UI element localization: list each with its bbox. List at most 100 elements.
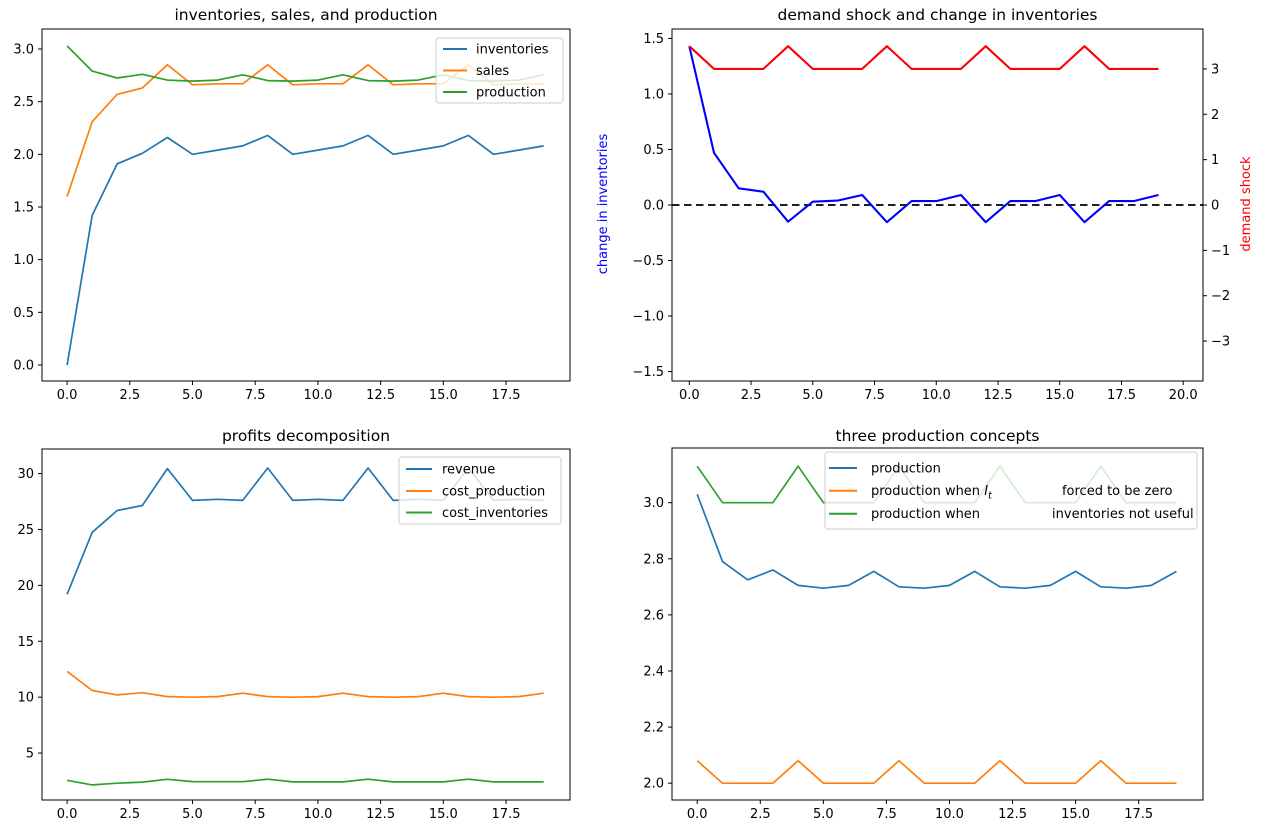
legend-label-text: production	[476, 86, 546, 101]
chart-three-production-concepts: 0.0 2.5 5.0 7.5 10.0 12.5 15.0 17.5 2.0 2.2 2.4 2.6…	[643, 447, 1204, 822]
x-tick-label: 15.0	[429, 388, 458, 403]
chart-title-profits-decomposition: profits decomposition	[221, 427, 391, 445]
y-tick-label: 3.0	[13, 43, 34, 58]
x-tick-label: 2.5	[119, 388, 140, 403]
x-tick-label: 5.0	[182, 388, 203, 403]
x-tick-label: 10.0	[935, 807, 964, 822]
y-tick-label: 0.5	[13, 306, 34, 321]
y-tick-right-label: −3	[1211, 335, 1230, 350]
chart-title-three-production-concepts: three production concepts	[835, 427, 1040, 445]
x-tick-label: 10.0	[303, 388, 332, 403]
x-tick-label: 17.5	[492, 388, 521, 403]
x-tick-label: 15.0	[1061, 807, 1090, 822]
chart-inventories-sales-production: 0.0 2.5 5.0 7.5 10.0 12.5 15.0 17.5 0.0 0.5 1.0 1.5…	[13, 28, 571, 403]
x-tick-label: 0.0	[687, 807, 708, 822]
x-tick-label: 7.5	[864, 388, 885, 403]
y-tick-right-label: 2	[1211, 108, 1219, 123]
x-tick-label: 2.5	[119, 807, 140, 822]
plot-border	[41, 28, 571, 382]
y-tick-right-label: 1	[1211, 153, 1219, 168]
chart-title-inventories-sales-production: inventories, sales, and production	[174, 6, 438, 24]
x-tick-label: 15.0	[429, 807, 458, 822]
series-line-cost-production	[66, 670, 544, 699]
chart-profits-decomposition: 0.0 2.5 5.0 7.5 10.0 12.5 15.0 17.5 5 10 15 20 25 30 r…	[17, 448, 571, 822]
x-tick-label: 2.5	[750, 807, 771, 822]
x-tick-label: 10.0	[303, 807, 332, 822]
legend-label-text: inventories	[476, 43, 549, 58]
chart-title-demand-shock: demand shock and change in inventories	[777, 6, 1098, 24]
x-tick-label: 12.5	[998, 807, 1027, 822]
plot-border	[41, 448, 571, 801]
legend-label: production	[871, 462, 941, 477]
y-tick-label: 0.5	[643, 143, 664, 158]
y-tick-label: 3.0	[643, 496, 664, 511]
y-tick-label: 2.8	[643, 552, 664, 567]
legend-label: production when It forced to be zero	[871, 484, 1173, 502]
legend-box	[824, 451, 1198, 530]
x-tick-label: 10.0	[922, 388, 951, 403]
legend-box	[398, 456, 562, 525]
y-tick-label: 2.2	[643, 721, 664, 736]
x-tick-label: 17.5	[492, 807, 521, 822]
y-tick-label: 5	[26, 747, 34, 762]
y-tick-right-label: 0	[1211, 199, 1219, 214]
x-tick-label: 12.5	[366, 388, 395, 403]
x-tick-label: 7.5	[245, 388, 266, 403]
legend-math-symbol: I	[984, 484, 988, 499]
y-tick-right-label: −1	[1211, 244, 1230, 259]
y-tick-label: 1.5	[13, 201, 34, 216]
x-tick-label: 5.0	[182, 807, 203, 822]
y-tick-label: 20	[17, 579, 34, 594]
y-tick-label: −1.5	[632, 365, 664, 380]
legend-label: cost_production	[442, 485, 545, 500]
x-tick-label: 7.5	[245, 807, 266, 822]
y-tick-label: 1.5	[643, 32, 664, 47]
ylabel-change-in-inventories: change in inventories	[596, 133, 611, 275]
legend-label: revenue	[442, 463, 495, 478]
x-tick-label: 20.0	[1169, 388, 1198, 403]
legend-math-symbol: t	[988, 491, 993, 502]
plot-border	[671, 447, 1204, 801]
y-tick-label: 0.0	[643, 199, 664, 214]
y-tick-label: 2.0	[643, 777, 664, 792]
y-tick-label: 2.0	[13, 148, 34, 163]
legend-label-text: cost_inventories	[442, 506, 548, 521]
y-tick-label: 15	[17, 635, 34, 650]
ylabel-demand-shock: demand shock	[1239, 156, 1254, 252]
y-tick-label: 0.0	[13, 358, 34, 373]
y-tick-label: −1.0	[632, 310, 664, 325]
series-line-production	[696, 494, 1177, 590]
x-tick-label: 7.5	[876, 807, 897, 822]
y-tick-label: 25	[17, 523, 34, 538]
legend-label-text: inventories not useful	[1052, 507, 1194, 522]
x-tick-label: 17.5	[1107, 388, 1136, 403]
series-line-change-in-inventories	[688, 45, 1159, 224]
x-tick-label: 17.5	[1124, 807, 1153, 822]
x-tick-label: 5.0	[813, 807, 834, 822]
legend-label-text: production	[871, 462, 941, 477]
x-tick-label: 5.0	[802, 388, 823, 403]
x-tick-label: 15.0	[1045, 388, 1074, 403]
legend-label-text: sales	[476, 64, 509, 79]
legend-label: production	[476, 86, 546, 101]
y-tick-right-label: −2	[1211, 289, 1230, 304]
legend-box	[435, 37, 564, 104]
legend-label-text: production when	[871, 484, 984, 499]
series-line-production-when-i-t-forced-to-be-zero	[696, 759, 1177, 785]
plot-border	[671, 28, 1204, 382]
x-tick-label: 0.0	[57, 388, 78, 403]
legend-label: cost_inventories	[442, 506, 548, 521]
legend-label-text: cost_production	[442, 485, 545, 500]
legend-label-text: production when	[871, 507, 980, 522]
y-tick-right-label: 3	[1211, 62, 1219, 77]
legend-label: production when inventories not useful	[871, 507, 1194, 522]
y-tick-label: 2.6	[643, 608, 664, 623]
legend-label-text: forced to be zero	[1062, 484, 1173, 499]
x-tick-label: 0.0	[57, 807, 78, 822]
y-tick-label: 1.0	[13, 253, 34, 268]
x-tick-label: 0.0	[679, 388, 700, 403]
y-tick-label: 2.5	[13, 95, 34, 110]
legend-label: inventories	[476, 43, 549, 58]
series-line-inventories	[66, 134, 544, 366]
